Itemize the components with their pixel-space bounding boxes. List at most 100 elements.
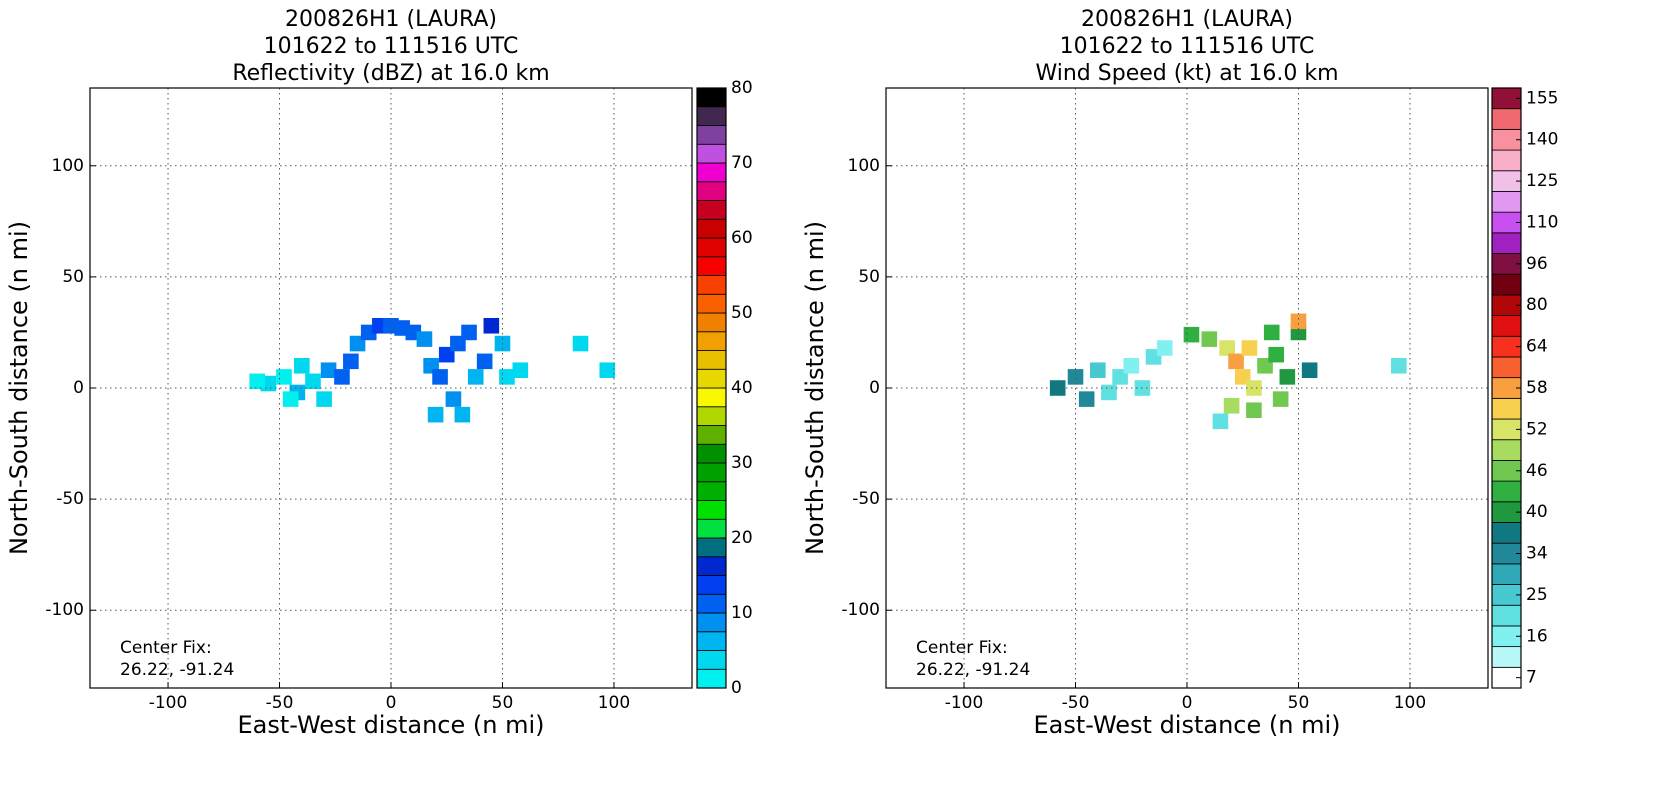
colorbar-segment (696, 200, 727, 220)
y-tick-label: 100 (848, 156, 880, 176)
colorbar-segment (1491, 232, 1522, 254)
x-axis-label: East-West distance (n mi) (237, 711, 544, 739)
echo-cell (1268, 346, 1284, 363)
chart-title: Wind Speed (kt) at 16.0 km (1035, 61, 1338, 86)
colorbar-tick-label: 155 (1526, 88, 1558, 108)
colorbar-segment (696, 106, 727, 126)
x-tick-label: -50 (1062, 693, 1090, 713)
colorbar-tick-label: 0 (731, 678, 742, 698)
y-tick-label: 0 (869, 378, 880, 398)
colorbar-tick-label: 60 (731, 228, 753, 248)
colorbar-segment (1491, 439, 1522, 461)
echo-cell (1246, 402, 1262, 418)
echo-cell (467, 369, 484, 385)
colorbar-segment (696, 612, 727, 633)
y-axis-label: North-South distance (n mi) (801, 221, 829, 555)
colorbar-segment (696, 143, 727, 164)
echo-cell (432, 369, 448, 385)
echo-cell (1246, 380, 1262, 396)
colorbar-segment (1491, 397, 1522, 420)
echo-cell (483, 318, 500, 334)
colorbar-segment (1491, 273, 1522, 296)
colorbar-tick-label: 10 (731, 603, 753, 623)
chart-title: 101622 to 111516 UTC (264, 34, 519, 59)
echo-cell (1391, 358, 1407, 374)
annotation: Center Fix: (916, 638, 1008, 658)
colorbar-segment (696, 312, 727, 333)
colorbar-segment (696, 481, 727, 501)
echo-cell (1301, 362, 1318, 378)
echo-cell (416, 331, 433, 347)
y-tick-label: 50 (62, 267, 84, 287)
x-tick-label: 100 (1394, 693, 1426, 713)
colorbar-segment (696, 256, 727, 276)
colorbar-tick-label: 58 (1526, 378, 1548, 398)
colorbar-tick-label: 52 (1526, 419, 1548, 439)
x-tick-label: 0 (386, 693, 397, 713)
colorbar-segment (696, 125, 727, 145)
echo-cell (1067, 369, 1084, 385)
echo-cell (294, 358, 310, 374)
colorbar-segment (1491, 604, 1522, 627)
annotation: 26.22, -91.24 (916, 660, 1030, 680)
y-tick-label: -50 (56, 489, 84, 509)
x-axis-label: East-West distance (n mi) (1033, 711, 1340, 739)
colorbar-segment (1491, 108, 1522, 130)
chart-title: 101622 to 111516 UTC (1060, 34, 1315, 59)
y-tick-label: 100 (52, 156, 84, 176)
colorbar-tick-label: 34 (1526, 544, 1548, 564)
colorbar-segment (696, 537, 727, 558)
echo-cell (1156, 340, 1173, 356)
colorbar-tick-label: 46 (1526, 461, 1548, 481)
colorbar-tick-label: 96 (1526, 254, 1548, 274)
chart-title: 200826H1 (LAURA) (285, 7, 497, 32)
annotation: 26.22, -91.24 (120, 660, 234, 680)
colorbar-segment (1491, 480, 1522, 503)
x-tick-label: 50 (492, 693, 514, 713)
echo-cell (1049, 380, 1066, 396)
echo-cell (1228, 353, 1244, 370)
echo-cell (1101, 384, 1117, 401)
colorbar-segment (696, 518, 727, 539)
x-tick-label: 100 (598, 693, 630, 713)
colorbar-segment (696, 331, 727, 351)
y-tick-label: 50 (858, 267, 880, 287)
echo-cell (572, 335, 589, 352)
colorbar-segment (696, 181, 727, 201)
colorbar-segment (696, 162, 727, 183)
colorbar-segment (696, 368, 727, 389)
y-tick-label: 0 (73, 378, 84, 398)
y-tick-label: -100 (45, 600, 84, 620)
colorbar-segment (696, 668, 727, 689)
colorbar-segment (696, 293, 727, 314)
echo-cell (1241, 340, 1258, 356)
echo-cell (1201, 331, 1218, 347)
x-tick-label: -100 (149, 693, 188, 713)
chart-title: Reflectivity (dBZ) at 16.0 km (232, 61, 549, 86)
echo-cell (1272, 391, 1289, 407)
plot-frame (89, 87, 693, 689)
echo-cell (1223, 398, 1240, 414)
annotation: Center Fix: (120, 638, 212, 658)
colorbar-segment (696, 350, 727, 370)
colorbar-tick-label: 80 (731, 78, 753, 98)
echo-cell (454, 406, 471, 423)
echo-cell (249, 373, 266, 390)
colorbar-segment (1491, 563, 1522, 585)
echo-cell (1290, 313, 1307, 330)
echo-cell (316, 391, 332, 407)
x-tick-label: 0 (1182, 693, 1193, 713)
colorbar-segment (1491, 315, 1522, 337)
colorbar-segment (696, 87, 727, 108)
x-tick-label: 50 (1288, 693, 1310, 713)
colorbar-tick-label: 40 (731, 378, 753, 398)
x-tick-label: -50 (266, 693, 294, 713)
colorbar-tick-label: 7 (1526, 668, 1537, 688)
echo-cell (1090, 362, 1106, 378)
colorbar-segment (696, 387, 727, 408)
colorbar-tick-label: 110 (1526, 212, 1558, 232)
colorbar-tick-label: 20 (731, 528, 753, 548)
echo-cell (599, 362, 616, 378)
echo-cell (276, 369, 292, 385)
